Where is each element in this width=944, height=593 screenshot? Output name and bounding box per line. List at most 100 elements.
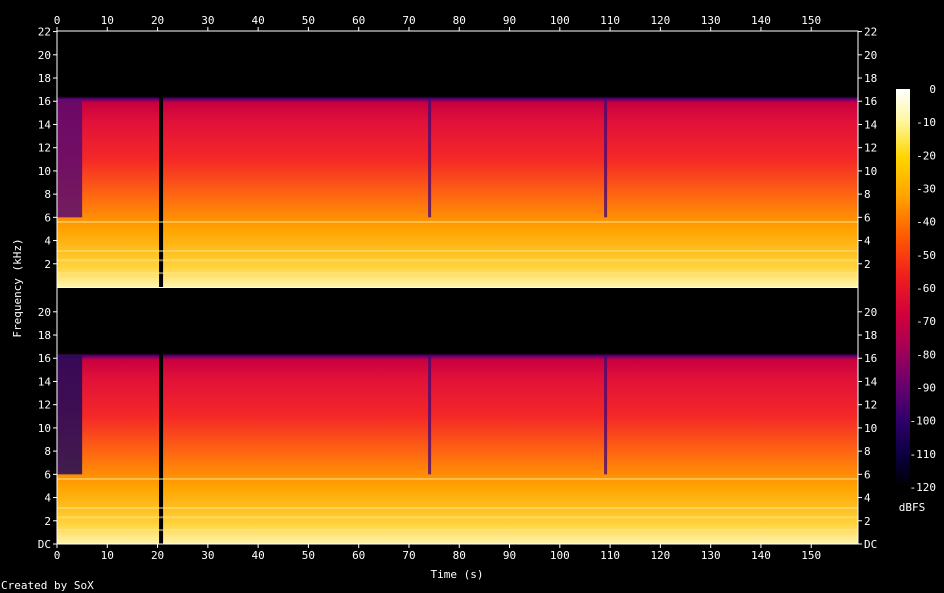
y-tick-label: 16 (38, 352, 51, 365)
y-tick-label: 20 (864, 306, 877, 319)
y-tick-label: 18 (38, 72, 51, 85)
y-tick-label: 22 (864, 26, 877, 39)
y-tick-label: 2 (864, 515, 871, 528)
colorbar-tick-label: -20 (916, 149, 936, 162)
x-tick-label: 120 (650, 14, 670, 27)
colorbar-tick-label: -100 (910, 415, 937, 428)
dip-marker (604, 98, 608, 218)
x-tick-label: 0 (54, 14, 61, 27)
channel-1-spectrogram (57, 31, 858, 287)
y-tick-label: 10 (864, 165, 877, 178)
colorbar (896, 89, 910, 487)
spectrum-energy (57, 288, 858, 544)
y-tick-label: 14 (864, 118, 878, 131)
y-tick-label: 16 (38, 95, 51, 108)
y-tick-label: 10 (38, 422, 51, 435)
footer-credit: Created by SoX (1, 579, 94, 592)
y-tick-label: 2 (864, 258, 871, 271)
y-tick-label: 22 (38, 26, 51, 39)
x-tick-label: 70 (402, 549, 415, 562)
y-tick-label: 12 (864, 399, 877, 412)
dip-marker (428, 98, 432, 218)
y-tick-label: 10 (38, 165, 51, 178)
x-tick-label: 20 (151, 549, 164, 562)
silence-gap (159, 31, 164, 287)
y-tick-label: 6 (44, 211, 51, 224)
x-tick-label: 10 (101, 14, 114, 27)
colorbar-tick-label: -120 (910, 481, 937, 494)
colorbar-tick-label: -80 (916, 348, 936, 361)
y-tick-label: 18 (38, 329, 51, 342)
x-tick-label: 60 (352, 549, 365, 562)
y-tick-label: 4 (44, 235, 51, 248)
y-tick-label: 16 (864, 95, 877, 108)
y-tick-label: 4 (864, 235, 871, 248)
x-tick-label: 110 (600, 549, 620, 562)
x-tick-label: 50 (302, 549, 315, 562)
x-tick-label: 60 (352, 14, 365, 27)
x-tick-label: 80 (453, 14, 466, 27)
harmonic-band (57, 259, 858, 262)
y-tick-label: 20 (864, 49, 877, 62)
y-tick-label: 8 (864, 445, 871, 458)
x-tick-label: 70 (402, 14, 415, 27)
y-tick-label: 20 (38, 49, 51, 62)
x-axis-label: Time (s) (431, 568, 484, 581)
y-tick-label: 6 (44, 468, 51, 481)
colorbar-label: dBFS (899, 501, 926, 514)
y-tick-label: 12 (38, 399, 51, 412)
y-tick-label: 4 (44, 492, 51, 505)
y-tick-label: 8 (44, 445, 51, 458)
x-tick-label: 110 (600, 14, 620, 27)
x-tick-label: 150 (801, 14, 821, 27)
x-tick-label: 50 (302, 14, 315, 27)
colorbar-tick-label: -50 (916, 249, 936, 262)
x-tick-label: 100 (550, 14, 570, 27)
x-tick-label: 40 (252, 14, 265, 27)
y-tick-label: 6 (864, 211, 871, 224)
harmonic-band (57, 516, 858, 519)
x-tick-label: 140 (751, 14, 771, 27)
y-tick-label: 6 (864, 468, 871, 481)
y-tick-label: DC (38, 538, 51, 551)
x-tick-label: 90 (503, 549, 516, 562)
dip-marker (428, 355, 432, 475)
y-tick-label: 8 (44, 188, 51, 201)
spectrogram-plots (57, 31, 858, 544)
x-tick-label: 130 (701, 549, 721, 562)
y-tick-label: 2 (44, 515, 51, 528)
y-tick-label: 18 (864, 72, 877, 85)
y-tick-label: 8 (864, 188, 871, 201)
x-tick-label: 20 (151, 14, 164, 27)
y-tick-label: 2 (44, 258, 51, 271)
y-tick-label: 4 (864, 492, 871, 505)
y-tick-label: 12 (38, 142, 51, 155)
y-tick-label: 16 (864, 352, 877, 365)
colorbar-tick-label: -40 (916, 216, 936, 229)
x-tick-label: 10 (101, 549, 114, 562)
y-tick-label: 14 (38, 118, 52, 131)
y-tick-label: 10 (864, 422, 877, 435)
x-tick-label: 80 (453, 549, 466, 562)
dip-marker (604, 355, 608, 475)
x-tick-label: 150 (801, 549, 821, 562)
spectrum-energy (57, 31, 858, 287)
channel-2-spectrogram (57, 288, 858, 544)
harmonic-band (57, 477, 858, 480)
x-tick-label: 0 (54, 549, 61, 562)
colorbar-tick-label: -70 (916, 315, 936, 328)
x-tick-label: 140 (751, 549, 771, 562)
silence-gap (159, 288, 164, 544)
y-tick-label: 12 (864, 142, 877, 155)
y-tick-label: 14 (864, 375, 878, 388)
y-tick-label: 14 (38, 375, 52, 388)
x-tick-label: 30 (201, 14, 214, 27)
x-tick-label: 40 (252, 549, 265, 562)
quiet-intro-region (57, 355, 83, 475)
y-tick-label: DC (864, 538, 877, 551)
x-tick-label: 90 (503, 14, 516, 27)
harmonic-band (57, 529, 858, 532)
colorbar-tick-label: -110 (910, 448, 937, 461)
